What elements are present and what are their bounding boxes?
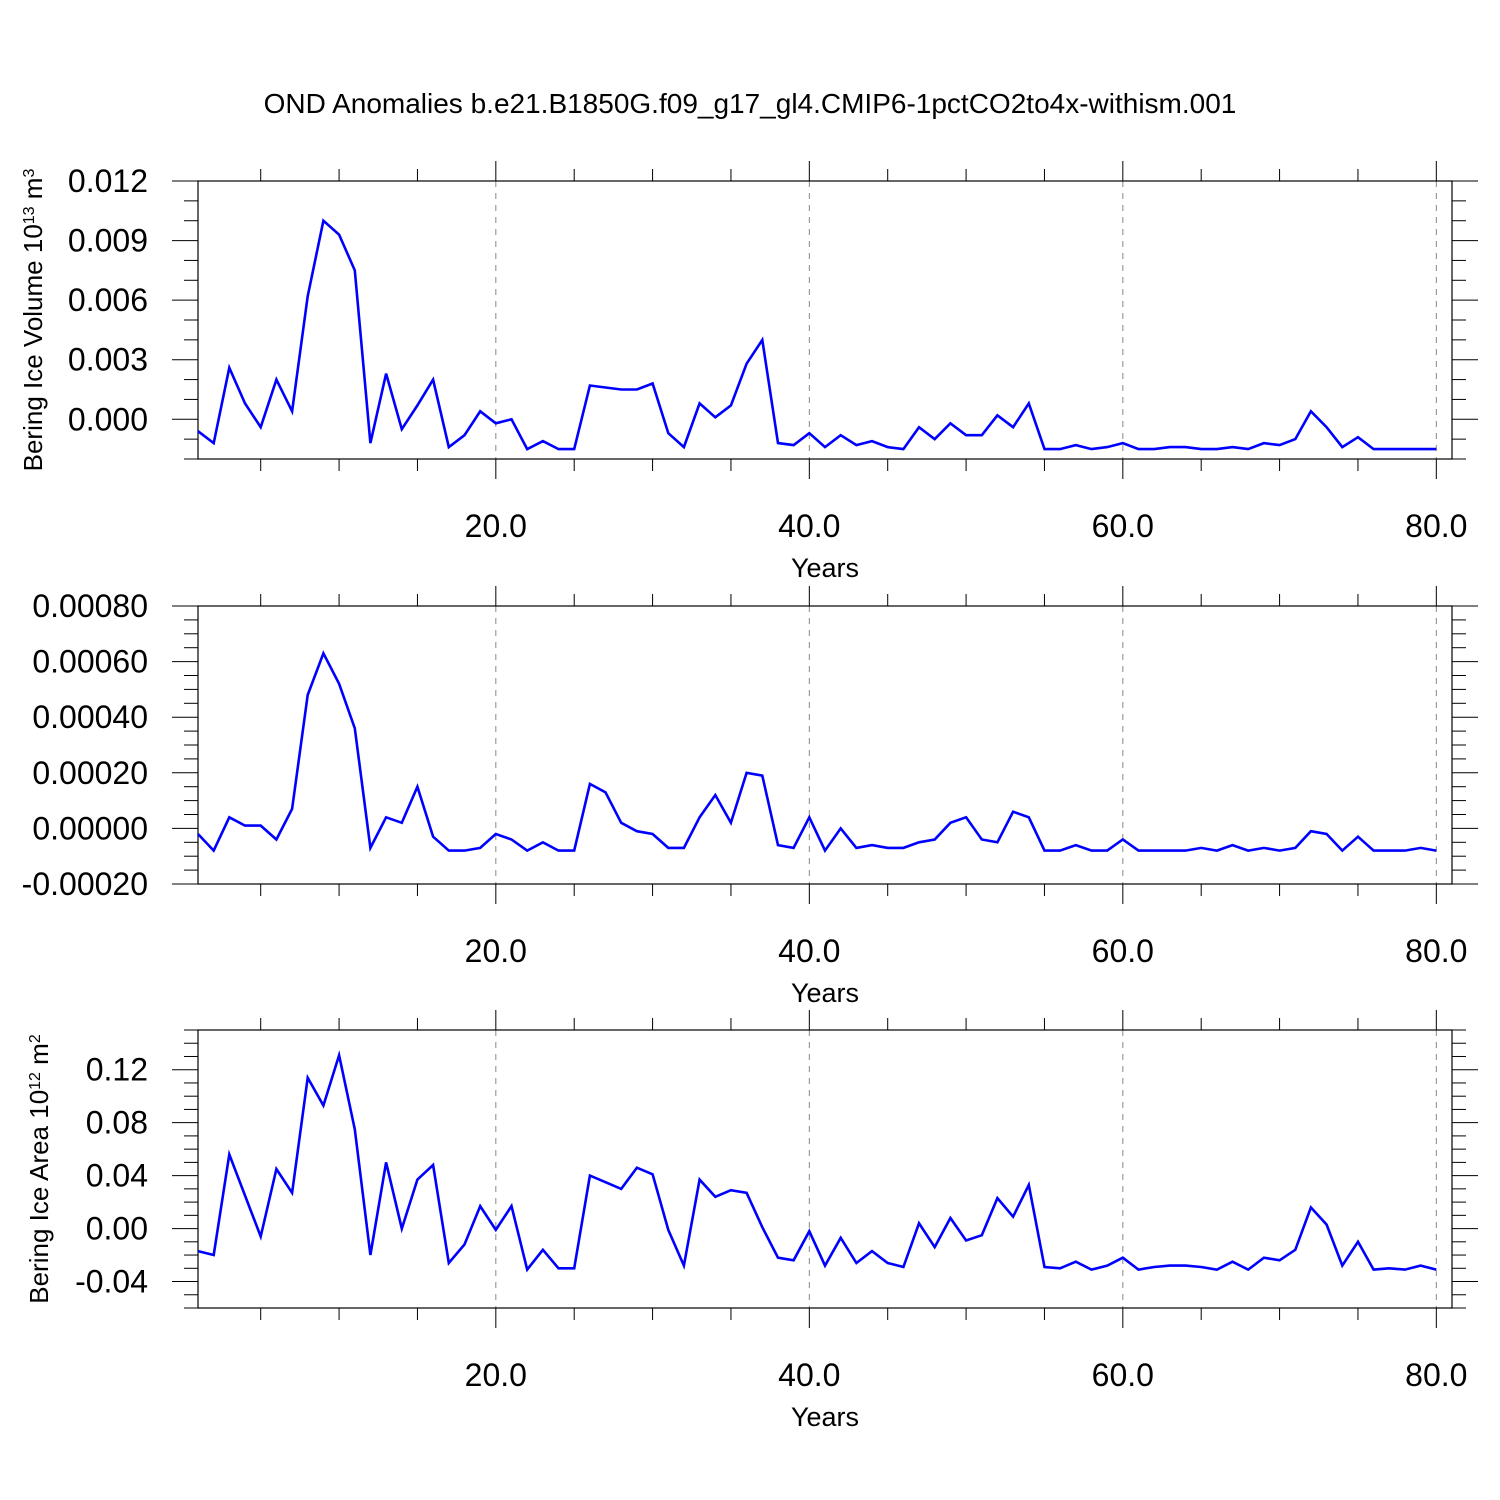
- y-tick-label: 0.08: [86, 1105, 148, 1141]
- plot-frame: [197, 180, 1453, 460]
- y-axis-label-exponent: 12: [27, 1072, 44, 1090]
- series-line: [197, 218, 1437, 451]
- y-axis-label-exponent: 13: [21, 206, 38, 224]
- x-tick-label: 40.0: [778, 933, 840, 969]
- y-tick-label: 0.12: [86, 1052, 148, 1088]
- series-line: [197, 1050, 1437, 1273]
- x-tick-label: 60.0: [1092, 933, 1154, 969]
- y-axis-label: Bering Ice Area 1012 m2: [24, 1034, 54, 1304]
- plot-frame: [197, 1029, 1453, 1309]
- y-axis-label-text: Bering Ice Area 10: [24, 1090, 54, 1304]
- y-axis-label-text: Bering Ice Volume 10: [18, 224, 48, 471]
- x-tick-label: 20.0: [465, 1357, 527, 1393]
- y-tick-label: 0.04: [86, 1158, 148, 1194]
- y-axis-label-exponent: 2: [27, 1034, 44, 1043]
- plot-frame: [197, 605, 1453, 885]
- y-tick-label: 0.009: [68, 223, 148, 259]
- x-tick-label: 80.0: [1405, 933, 1467, 969]
- x-tick-label: 20.0: [465, 933, 527, 969]
- y-axis-label-text: m: [24, 1043, 54, 1072]
- x-tick-label: 40.0: [778, 1357, 840, 1393]
- y-axis-label: Bering Ice Volume 1013 m3: [18, 169, 48, 472]
- x-tick-label: 60.0: [1092, 508, 1154, 544]
- y-tick-label: 0.00020: [32, 755, 148, 791]
- y-tick-label: -0.04: [75, 1264, 148, 1300]
- y-tick-label: 0.00000: [32, 810, 148, 846]
- y-tick-label: 0.006: [68, 282, 148, 318]
- x-tick-label: 60.0: [1092, 1357, 1154, 1393]
- y-tick-label: 0.00040: [32, 699, 148, 735]
- y-axis-label-text: m: [18, 178, 48, 207]
- y-axis-label-exponent: 3: [21, 169, 38, 178]
- x-tick-label: 80.0: [1405, 508, 1467, 544]
- panel-ice-area: 20.0 40.0 60.0 80.0 Years -0.04 0.00 0.04 0.08 0.…: [24, 1010, 1478, 1432]
- y-tick-label: 0.00: [86, 1211, 148, 1247]
- series-line: [197, 650, 1437, 854]
- y-tick-label: 0.00080: [32, 588, 148, 624]
- x-tick-label: 80.0: [1405, 1357, 1467, 1393]
- x-axis-label: Years: [791, 553, 859, 583]
- panel-ice-volume: 20.0 40.0 60.0 80.0 Years 0.000 0.003 0.006 0.00…: [18, 161, 1478, 583]
- chart-title: OND Anomalies b.e21.B1850G.f09_g17_gl4.C…: [263, 88, 1237, 119]
- y-tick-label: -0.00020: [22, 866, 148, 902]
- x-axis-label: Years: [791, 978, 859, 1008]
- panel-ice-volume-2: 20.0 40.0 60.0 80.0 Years -0.00020 0.00000 0.00…: [22, 586, 1478, 1008]
- y-tick-label: 0.003: [68, 342, 148, 378]
- x-axis-label: Years: [791, 1402, 859, 1432]
- x-tick-label: 20.0: [465, 508, 527, 544]
- y-tick-label: 0.012: [68, 163, 148, 199]
- x-tick-label: 40.0: [778, 508, 840, 544]
- y-tick-label: 0.000: [68, 401, 148, 437]
- y-tick-label: 0.00060: [32, 644, 148, 680]
